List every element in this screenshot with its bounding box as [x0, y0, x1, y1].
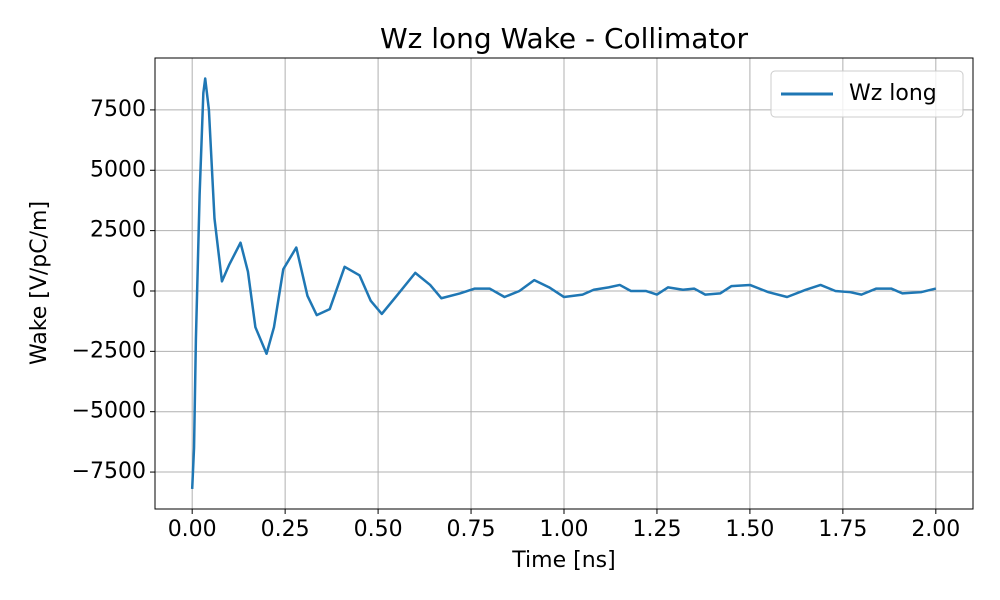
x-tick-label: 1.50 — [725, 517, 774, 542]
line-series — [190, 77, 937, 490]
plot-frame — [154, 57, 974, 510]
x-axis-label: Time [ns] — [511, 548, 615, 573]
y-tick-label: 0 — [132, 278, 146, 303]
x-tick-label: 0.75 — [447, 517, 496, 542]
x-tick-label: 1.75 — [818, 517, 867, 542]
x-tick-label: 0.00 — [168, 517, 217, 542]
y-tick-label: 5000 — [90, 157, 146, 182]
y-tick-label: 2500 — [90, 218, 146, 243]
x-tick-label: 1.00 — [540, 517, 589, 542]
y-tick-label: −2500 — [72, 338, 146, 363]
x-tick-label: 2.00 — [911, 517, 960, 542]
chart-title: Wz long Wake - Collimator — [380, 22, 749, 55]
x-tick-label: 0.50 — [354, 517, 403, 542]
legend-label: Wz long — [849, 81, 937, 106]
y-tick-label: 7500 — [90, 97, 146, 122]
x-tick-label: 0.25 — [261, 517, 310, 542]
y-tick-label: −7500 — [72, 459, 146, 484]
legend-box — [770, 70, 964, 118]
y-tick-label: −5000 — [72, 399, 146, 424]
y-axis-label: Wake [V/pC/m] — [27, 201, 52, 365]
x-tick-label: 1.25 — [632, 517, 681, 542]
